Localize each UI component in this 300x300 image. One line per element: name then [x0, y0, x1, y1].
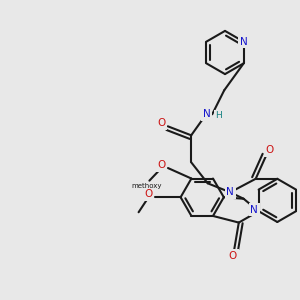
Text: N: N — [226, 187, 234, 197]
Text: O: O — [266, 145, 274, 155]
Text: N: N — [203, 109, 211, 119]
Text: methoxy: methoxy — [131, 183, 162, 189]
Text: O: O — [157, 160, 166, 170]
Text: O: O — [229, 250, 237, 261]
Text: O: O — [144, 189, 153, 199]
Text: N: N — [240, 37, 248, 47]
Text: N: N — [250, 205, 258, 215]
Text: O: O — [157, 118, 165, 128]
Text: H: H — [215, 111, 222, 120]
